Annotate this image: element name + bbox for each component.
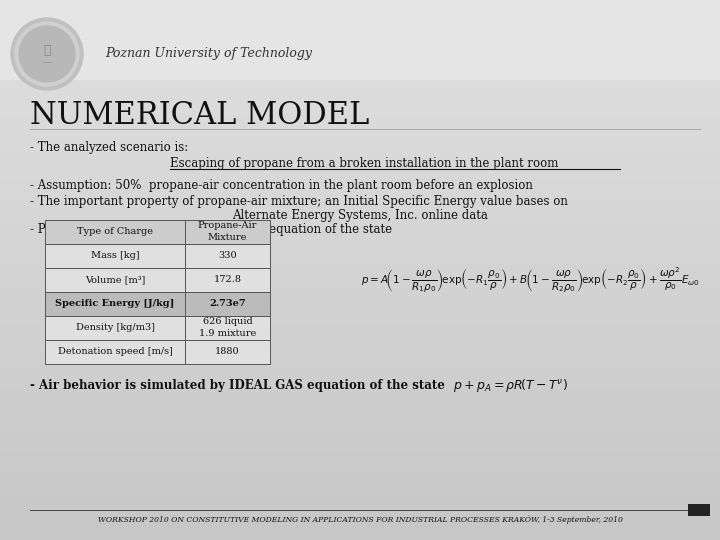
Text: Density [kg/m3]: Density [kg/m3]: [76, 323, 155, 333]
FancyBboxPatch shape: [688, 504, 710, 516]
FancyBboxPatch shape: [45, 244, 185, 268]
Text: - Propane behavior is simulated by JWL equation of the state: - Propane behavior is simulated by JWL e…: [30, 224, 392, 237]
Circle shape: [15, 22, 79, 86]
FancyBboxPatch shape: [185, 268, 270, 292]
Text: Propane-Air: Propane-Air: [198, 221, 257, 231]
Text: Volume [m³]: Volume [m³]: [85, 275, 145, 285]
FancyBboxPatch shape: [45, 292, 185, 316]
Text: ──: ──: [42, 57, 52, 66]
Text: Mass [kg]: Mass [kg]: [91, 252, 139, 260]
FancyBboxPatch shape: [185, 220, 270, 244]
Text: Type of Charge: Type of Charge: [77, 227, 153, 237]
Text: 2.73e7: 2.73e7: [210, 300, 246, 308]
Text: Alternate Energy Systems, Inc. online data: Alternate Energy Systems, Inc. online da…: [232, 208, 488, 221]
FancyBboxPatch shape: [45, 340, 185, 364]
Text: Escaping of propane from a broken installation in the plant room: Escaping of propane from a broken instal…: [170, 157, 559, 170]
Text: $p+p_A=\rho R\!\left(T-T^{\nu}\right)$: $p+p_A=\rho R\!\left(T-T^{\nu}\right)$: [453, 376, 567, 394]
Circle shape: [19, 26, 75, 82]
Text: Specific Energy [J/kg]: Specific Energy [J/kg]: [55, 300, 175, 308]
FancyBboxPatch shape: [185, 244, 270, 268]
Text: 172.8: 172.8: [214, 275, 241, 285]
Text: Detonation speed [m/s]: Detonation speed [m/s]: [58, 348, 172, 356]
Text: 626 liquid: 626 liquid: [202, 318, 253, 327]
FancyBboxPatch shape: [45, 268, 185, 292]
Circle shape: [11, 18, 83, 90]
Text: Mixture: Mixture: [208, 233, 247, 242]
Text: - The important property of propane-air mixture; an Initial Specific Energy valu: - The important property of propane-air …: [30, 195, 568, 208]
Text: - Air behavior is simulated by IDEAL GAS equation of the state: - Air behavior is simulated by IDEAL GAS…: [30, 379, 445, 392]
FancyBboxPatch shape: [185, 316, 270, 340]
FancyBboxPatch shape: [185, 292, 270, 316]
FancyBboxPatch shape: [45, 220, 185, 244]
Text: - Assumption: 50%  propane-air concentration in the plant room before an explosi: - Assumption: 50% propane-air concentrat…: [30, 179, 533, 192]
Text: 1880: 1880: [215, 348, 240, 356]
Text: 330: 330: [218, 252, 237, 260]
FancyBboxPatch shape: [185, 340, 270, 364]
FancyBboxPatch shape: [45, 316, 185, 340]
Text: 1.9 mixture: 1.9 mixture: [199, 329, 256, 339]
Text: Poznan University of Technology: Poznan University of Technology: [105, 48, 312, 60]
Text: NUMERICAL MODEL: NUMERICAL MODEL: [30, 99, 369, 131]
Text: - The analyzed scenario is:: - The analyzed scenario is:: [30, 140, 188, 153]
Text: $p=A\!\left(1-\dfrac{\omega\rho}{R_1\rho_0}\right)\!\exp\!\left(-R_1\dfrac{\rho_: $p=A\!\left(1-\dfrac{\omega\rho}{R_1\rho…: [361, 266, 699, 294]
Text: 🏛: 🏛: [43, 44, 50, 57]
Text: WORKSHOP 2010 ON CONSTITUTIVE MODELING IN APPLICATIONS FOR INDUSTRIAL PROCESSES : WORKSHOP 2010 ON CONSTITUTIVE MODELING I…: [98, 516, 622, 524]
